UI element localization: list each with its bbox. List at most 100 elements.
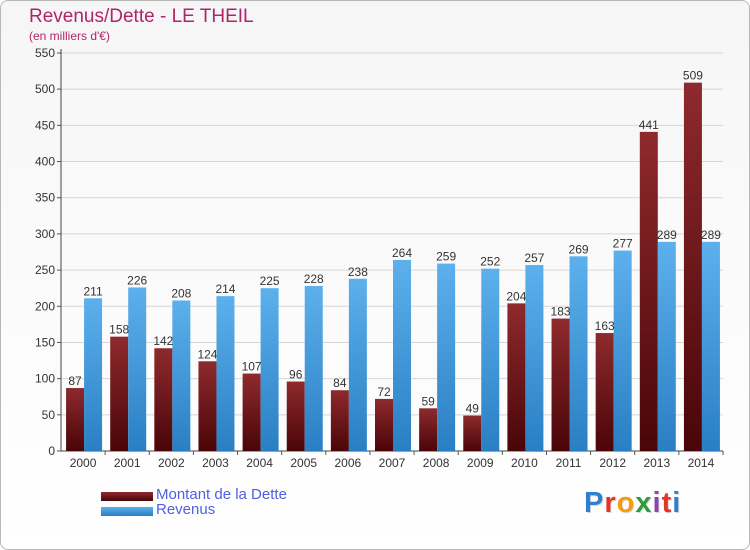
- bar-revenus: [304, 286, 323, 451]
- bar-revenus: [437, 263, 456, 451]
- x-tick-label: 2000: [70, 456, 97, 470]
- data-label: 72: [377, 385, 391, 399]
- data-label: 84: [333, 376, 347, 390]
- data-labels: 87 211 158 226 142 208 124 214 107 225 96 228 84 238 7…: [68, 69, 721, 416]
- legend-label-dette: Montant de la Dette: [156, 486, 287, 503]
- data-label: 142: [153, 334, 173, 348]
- data-label: 259: [436, 250, 456, 264]
- y-tick-label: 350: [35, 191, 55, 205]
- data-label: 124: [197, 347, 217, 361]
- x-tick-label: 2014: [688, 456, 715, 470]
- data-label: 238: [348, 265, 368, 279]
- data-label: 264: [392, 246, 412, 260]
- data-label: 509: [683, 69, 703, 83]
- data-label: 49: [466, 402, 480, 416]
- bar-dette: [551, 318, 570, 451]
- x-tick-label: 2009: [467, 456, 494, 470]
- logo-letter: x: [635, 487, 653, 519]
- x-tick-label: 2008: [423, 456, 450, 470]
- data-label: 59: [421, 394, 435, 408]
- x-tick-label: 2013: [643, 456, 670, 470]
- bar-revenus: [481, 268, 500, 451]
- data-label: 87: [68, 374, 82, 388]
- data-label: 208: [171, 286, 191, 300]
- x-tick-label: 2004: [246, 456, 273, 470]
- data-label: 289: [657, 228, 677, 242]
- data-label: 183: [551, 305, 571, 319]
- y-tick-label: 400: [35, 155, 55, 169]
- data-label: 214: [215, 282, 235, 296]
- bar-revenus: [701, 241, 720, 451]
- bar-dette: [242, 373, 261, 451]
- x-tick-label: 2007: [379, 456, 406, 470]
- logo-letter: t: [661, 487, 673, 519]
- y-tick-label: 50: [42, 408, 56, 422]
- bar-revenus: [393, 259, 411, 451]
- y-tick-label: 450: [35, 118, 55, 132]
- data-label: 204: [506, 289, 526, 303]
- data-label: 289: [701, 228, 721, 242]
- y-tick-label: 100: [35, 372, 55, 386]
- data-label: 441: [639, 118, 659, 132]
- y-tick-label: 250: [35, 263, 55, 277]
- y-tick-label: 300: [35, 227, 55, 241]
- chart-title: Revenus/Dette - LE THEIL: [29, 6, 254, 27]
- x-tick-label: 2002: [158, 456, 185, 470]
- bar-dette: [639, 131, 658, 452]
- bar-revenus: [657, 241, 676, 451]
- bar-dette: [330, 390, 349, 451]
- bar-revenus: [569, 256, 588, 451]
- proxiti-logo: Proxiti: [584, 487, 681, 520]
- data-label: 107: [242, 360, 262, 374]
- bar-dette: [375, 398, 393, 451]
- data-label: 211: [83, 284, 102, 298]
- bar-dette: [419, 408, 438, 451]
- logo-letter: P: [584, 487, 605, 519]
- data-label: 96: [289, 368, 303, 382]
- y-tick-label: 200: [35, 299, 55, 313]
- bar-revenus: [128, 287, 147, 451]
- legend-label-revenus: Revenus: [156, 501, 216, 518]
- y-tick-label: 0: [48, 444, 55, 458]
- x-tick-label: 2012: [599, 456, 626, 470]
- x-tick-label: 2010: [511, 456, 538, 470]
- bar-dette: [595, 333, 614, 451]
- logo-letter: i: [652, 487, 662, 519]
- data-label: 225: [260, 274, 280, 288]
- bar-dette: [154, 348, 173, 451]
- bar-dette: [683, 82, 702, 451]
- legend-swatch-dette: [101, 492, 153, 501]
- logo-letter: i: [672, 487, 682, 519]
- bar-dette: [198, 361, 217, 451]
- bar-revenus: [348, 278, 367, 451]
- data-label: 257: [524, 251, 544, 265]
- legend-swatch-revenus: [101, 507, 153, 516]
- y-tick-label: 150: [35, 335, 55, 349]
- x-tick-label: 2006: [335, 456, 362, 470]
- data-label: 226: [127, 273, 147, 287]
- x-tick-label: 2011: [556, 456, 582, 470]
- bar-dette: [66, 388, 85, 451]
- bar-dette: [507, 303, 526, 451]
- bars: [66, 82, 720, 452]
- x-tick-label: 2001: [114, 456, 141, 470]
- data-label: 158: [109, 323, 129, 337]
- bar-revenus: [613, 250, 632, 451]
- data-label: 269: [569, 242, 589, 256]
- axes: 0 50 100 150 200 250 300 350 400 450 500 550 2000 200…: [35, 46, 724, 470]
- x-tick-label: 2005: [290, 456, 317, 470]
- bar-revenus: [525, 265, 544, 451]
- bar-revenus: [172, 300, 191, 451]
- data-label: 252: [480, 255, 500, 269]
- bar-revenus: [216, 296, 235, 451]
- chart-subtitle: (en milliers d'€): [29, 29, 110, 43]
- bar-revenus: [260, 288, 279, 451]
- bar-dette: [286, 381, 305, 451]
- logo-letter: r: [604, 487, 617, 519]
- bar-dette: [110, 336, 129, 451]
- x-tick-label: 2003: [202, 456, 229, 470]
- y-tick-label: 550: [35, 46, 55, 60]
- y-tick-label: 500: [35, 82, 55, 96]
